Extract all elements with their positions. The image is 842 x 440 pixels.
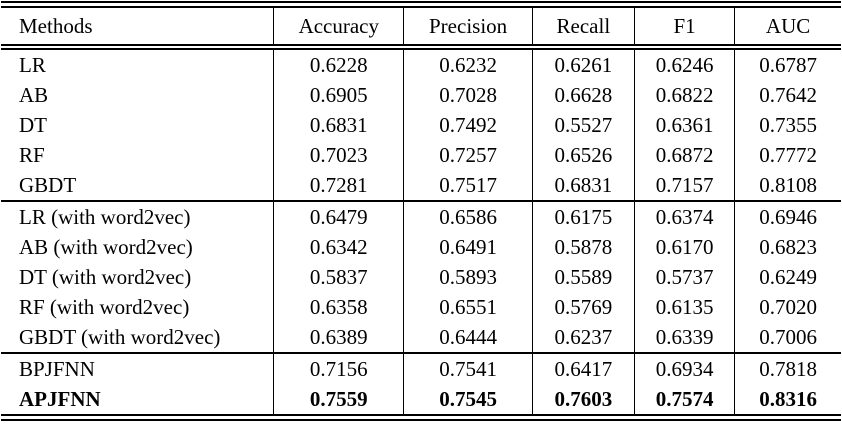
value-cell: 0.6246 [633,47,735,80]
column-header-accuracy: Accuracy [273,4,404,50]
table-row: LR 0.6228 0.6232 0.6261 0.6246 0.6787 [1,47,841,80]
table-row: APJFNN 0.7559 0.7545 0.7603 0.7574 0.8316 [1,384,841,418]
table-row: DT 0.6831 0.7492 0.5527 0.6361 0.7355 [1,110,841,140]
value-cell: 0.6872 [633,140,735,170]
value-cell: 0.5878 [531,232,635,262]
value-cell: 0.6135 [633,292,735,322]
column-header-precision: Precision [403,4,533,50]
value-cell: 0.7006 [734,322,841,353]
value-cell: 0.6249 [734,262,841,292]
table-row: RF 0.7023 0.7257 0.6526 0.6872 0.7772 [1,140,841,170]
value-cell: 0.6232 [403,47,533,80]
value-cell: 0.7541 [403,353,533,384]
value-cell: 0.6358 [273,292,404,322]
table-section-baselines-word2vec: LR (with word2vec) 0.6479 0.6586 0.6175 0.63… [1,201,841,353]
value-cell: 0.7020 [734,292,841,322]
value-cell: 0.6491 [403,232,533,262]
value-cell: 0.6342 [273,232,404,262]
column-header-f1: F1 [633,4,735,50]
table-row: GBDT (with word2vec) 0.6389 0.6444 0.6237 0.… [1,322,841,353]
value-cell: 0.6479 [273,201,404,232]
value-cell: 0.6374 [633,201,735,232]
value-cell: 0.7023 [273,140,404,170]
table-row: AB 0.6905 0.7028 0.6628 0.6822 0.7642 [1,80,841,110]
value-cell: 0.7257 [403,140,533,170]
value-cell: 0.6551 [403,292,533,322]
method-cell: LR (with word2vec) [19,204,191,229]
value-cell: 0.7517 [403,170,533,201]
table-row: DT (with word2vec) 0.5837 0.5893 0.5589 0.57… [1,262,841,292]
value-cell: 0.8316 [734,384,841,418]
value-cell: 0.7492 [403,110,533,140]
value-cell: 0.8108 [734,170,841,201]
value-cell: 0.7355 [734,110,841,140]
value-cell: 0.7818 [734,353,841,384]
value-cell: 0.5737 [633,262,735,292]
method-cell: LR [19,52,46,77]
method-cell: DT [19,112,47,137]
value-cell: 0.7157 [633,170,735,201]
value-cell: 0.7545 [403,384,533,418]
value-cell: 0.6444 [403,322,533,353]
value-cell: 0.6934 [633,353,735,384]
value-cell: 0.7028 [403,80,533,110]
value-cell: 0.7603 [531,384,635,418]
table-section-baselines: LR 0.6228 0.6232 0.6261 0.6246 0.6787 AB 0.6905… [1,47,841,201]
value-cell: 0.5837 [273,262,404,292]
value-cell: 0.7574 [633,384,735,418]
value-cell: 0.6905 [273,80,404,110]
value-cell: 0.6946 [734,201,841,232]
value-cell: 0.6831 [531,170,635,201]
column-header-recall: Recall [531,4,635,50]
header-row: Methods Accuracy Precision Recall F1 AUC [1,4,841,50]
value-cell: 0.6237 [531,322,635,353]
method-cell: BPJFNN [19,356,95,381]
table-header: Methods Accuracy Precision Recall F1 AUC [1,4,841,50]
value-cell: 0.7281 [273,170,404,201]
value-cell: 0.6175 [531,201,635,232]
table-row: LR (with word2vec) 0.6479 0.6586 0.6175 0.63… [1,201,841,232]
table-row: RF (with word2vec) 0.6358 0.6551 0.5769 0.61… [1,292,841,322]
column-header-auc: AUC [734,4,841,50]
value-cell: 0.7156 [273,353,404,384]
value-cell: 0.6628 [531,80,635,110]
value-cell: 0.7559 [273,384,404,418]
value-cell: 0.6822 [633,80,735,110]
value-cell: 0.6586 [403,201,533,232]
results-table: Methods Accuracy Precision Recall F1 AUC… [1,1,841,421]
value-cell: 0.6417 [531,353,635,384]
method-cell: GBDT (with word2vec) [19,324,221,349]
method-cell: AB [19,82,49,107]
value-cell: 0.6526 [531,140,635,170]
value-cell: 0.6823 [734,232,841,262]
value-cell: 0.7772 [734,140,841,170]
value-cell: 0.6831 [273,110,404,140]
value-cell: 0.6261 [531,47,635,80]
method-cell: RF (with word2vec) [19,294,190,319]
value-cell: 0.6389 [273,322,404,353]
value-cell: 0.5589 [531,262,635,292]
value-cell: 0.6170 [633,232,735,262]
value-cell: 0.7642 [734,80,841,110]
table-section-neural-models: BPJFNN 0.7156 0.7541 0.6417 0.6934 0.7818 APJF… [1,353,841,418]
value-cell: 0.5893 [403,262,533,292]
method-cell: RF [19,142,45,167]
value-cell: 0.6339 [633,322,735,353]
method-cell: DT (with word2vec) [19,264,192,289]
column-header-methods: Methods [1,4,274,50]
value-cell: 0.6228 [273,47,404,80]
method-cell: APJFNN [19,386,101,411]
value-cell: 0.6787 [734,47,841,80]
table-row: BPJFNN 0.7156 0.7541 0.6417 0.6934 0.7818 [1,353,841,384]
table-row: GBDT 0.7281 0.7517 0.6831 0.7157 0.8108 [1,170,841,201]
table-row: AB (with word2vec) 0.6342 0.6491 0.5878 0.61… [1,232,841,262]
method-cell: GBDT [19,172,77,197]
value-cell: 0.5769 [531,292,635,322]
value-cell: 0.5527 [531,110,635,140]
value-cell: 0.6361 [633,110,735,140]
method-cell: AB (with word2vec) [19,234,193,259]
